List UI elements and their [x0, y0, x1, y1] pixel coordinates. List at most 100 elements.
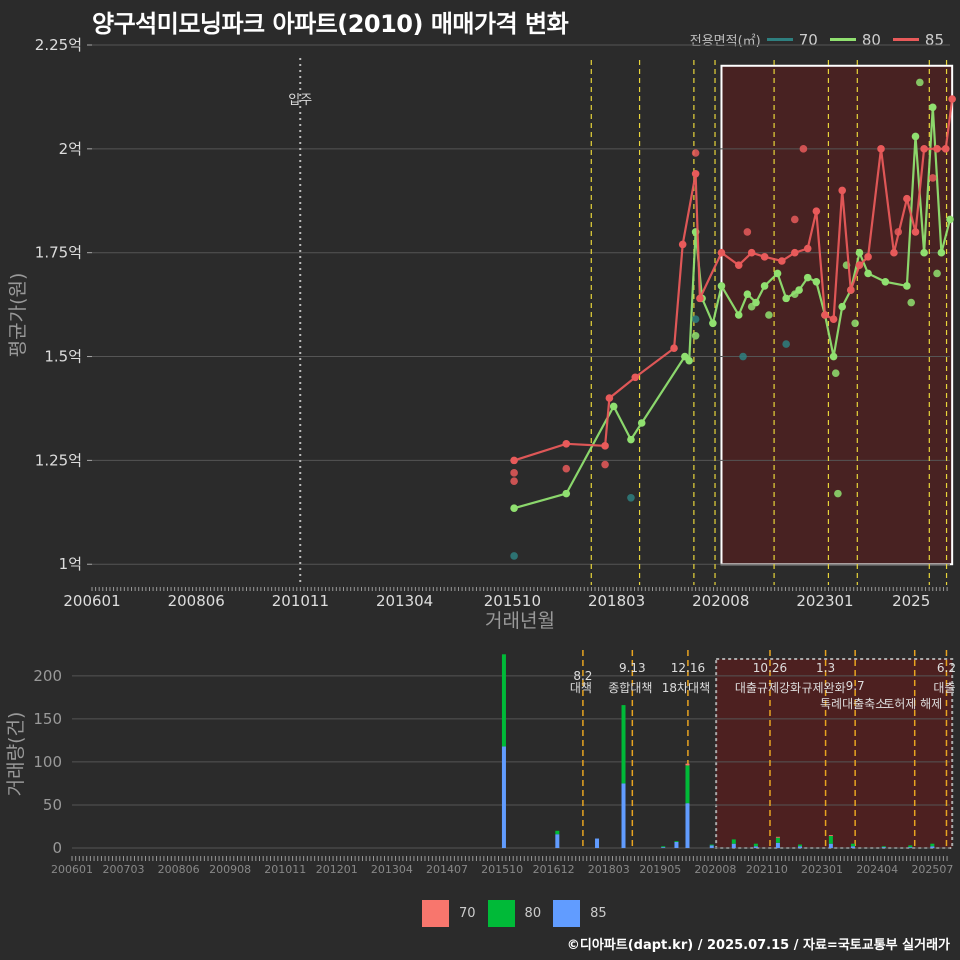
y-tick-label: 2.25억: [35, 36, 82, 54]
line-point-80: [864, 269, 872, 278]
policy-label: 종합대책: [608, 680, 652, 695]
line-point-80: [881, 277, 890, 286]
volume-bar-85: [850, 846, 855, 848]
line-point-85: [803, 244, 812, 253]
policy-date: 9.7: [846, 679, 865, 693]
vol-y-tick-label: 200: [33, 667, 62, 685]
bar-legend-label-80: 80: [524, 906, 542, 921]
line-point-80: [903, 282, 911, 290]
data-point-85: [743, 228, 752, 236]
line-point-80: [627, 435, 635, 444]
x-tick-label: 2025: [892, 592, 930, 610]
line-point-85: [601, 442, 609, 450]
legend-label-85: 85: [924, 30, 944, 49]
line-point-85: [877, 145, 885, 153]
data-point-70: [627, 493, 635, 502]
line-point-80: [855, 248, 864, 257]
policy-label: 대출규제강화: [735, 681, 801, 695]
data-point-80: [907, 298, 915, 307]
volume-bar-85: [595, 838, 600, 848]
policy-label: 대책: [570, 680, 592, 695]
y-tick-label: 2억: [59, 140, 82, 158]
policy-date: 10.26: [753, 661, 787, 675]
vol-x-tick-label: 200601: [51, 863, 93, 876]
line-point-80: [562, 489, 571, 498]
data-point-85: [790, 215, 799, 224]
y-tick-label: 1.75억: [35, 244, 82, 262]
volume-bar-80: [797, 844, 802, 847]
legend-swatch-85: [892, 38, 919, 41]
line-point-80: [709, 319, 717, 328]
policy-date: 6.2: [937, 661, 956, 675]
line-point-80: [795, 286, 803, 294]
volume-bar-80: [555, 830, 560, 835]
policy-label: 토허제 해제: [883, 697, 942, 711]
policy-date: 1.3: [816, 661, 835, 675]
volume-highlight-box: [715, 658, 954, 849]
data-point-85: [601, 460, 609, 469]
volume-bar-80: [501, 654, 506, 747]
credit-text: ©디아파트(dapt.kr) / 2025.07.15 / 자료=국토교통부 실…: [566, 938, 950, 953]
volume-bar-80: [775, 837, 780, 843]
policy-date: 9.13: [619, 661, 646, 675]
bar-legend-label-85: 85: [590, 906, 607, 921]
volume-bar-85: [908, 847, 913, 848]
vol-x-tick-label: 200908: [209, 863, 251, 876]
line-point-85: [562, 439, 571, 448]
volume-bar-85: [621, 783, 626, 848]
x-tick-label: 202301: [796, 592, 853, 610]
legend-swatch-80: [829, 38, 856, 41]
volume-bar-80: [881, 846, 886, 848]
data-point-80: [933, 269, 941, 278]
legend-swatch-70: [766, 38, 793, 41]
vol-x-tick-label: 201011: [264, 863, 306, 876]
vol-x-tick-label: 202507: [911, 863, 953, 876]
line-point-80: [911, 132, 920, 141]
line-point-85: [864, 253, 872, 261]
legend-label-70: 70: [798, 30, 818, 49]
volume-bar-85: [661, 847, 666, 848]
volume-bar-85: [930, 846, 935, 848]
vol-x-tick-label: 201612: [533, 863, 575, 876]
data-point-80: [765, 311, 773, 319]
y-tick-label: 1억: [59, 555, 82, 573]
vol-x-tick-label: 201905: [639, 863, 681, 876]
line-point-80: [937, 248, 946, 257]
x-tick-label: 202008: [692, 592, 749, 610]
vol-x-tick-label: 201304: [371, 863, 413, 876]
line-point-85: [717, 248, 726, 257]
vol-y-axis-label: 거래량(건): [5, 712, 27, 797]
bar-legend-swatch-80: [487, 900, 515, 927]
volume-bar-80: [674, 841, 679, 842]
x-tick-label: 201011: [272, 592, 329, 610]
x-tick-label: 200806: [168, 592, 225, 610]
line-point-80: [510, 504, 518, 512]
line-point-85: [696, 294, 704, 303]
volume-bar-85: [797, 846, 802, 848]
data-point-70: [782, 340, 790, 348]
volume-bar-85: [555, 834, 560, 848]
volume-bar-85: [753, 846, 758, 848]
policy-label: 특례대출축소: [820, 697, 886, 711]
data-point-85: [562, 464, 571, 473]
data-point-80: [916, 78, 924, 87]
data-point-80: [831, 369, 840, 377]
data-point-80: [691, 331, 700, 340]
volume-bar-80: [930, 843, 935, 847]
data-point-85: [510, 469, 518, 477]
line-point-85: [941, 145, 950, 153]
line-point-80: [928, 103, 937, 112]
volume-bar-85: [685, 803, 690, 848]
volume-bar-85: [731, 843, 736, 848]
data-point-85: [799, 145, 808, 153]
data-point-85: [691, 149, 700, 157]
volume-bar-85: [501, 746, 506, 848]
line-point-85: [631, 373, 640, 382]
line-point-80: [760, 282, 769, 290]
line-point-80: [920, 248, 928, 257]
line-point-85: [920, 145, 928, 153]
volume-bar-85: [775, 842, 780, 848]
vol-x-tick-label: 200703: [102, 863, 144, 876]
line-point-80: [838, 302, 847, 311]
